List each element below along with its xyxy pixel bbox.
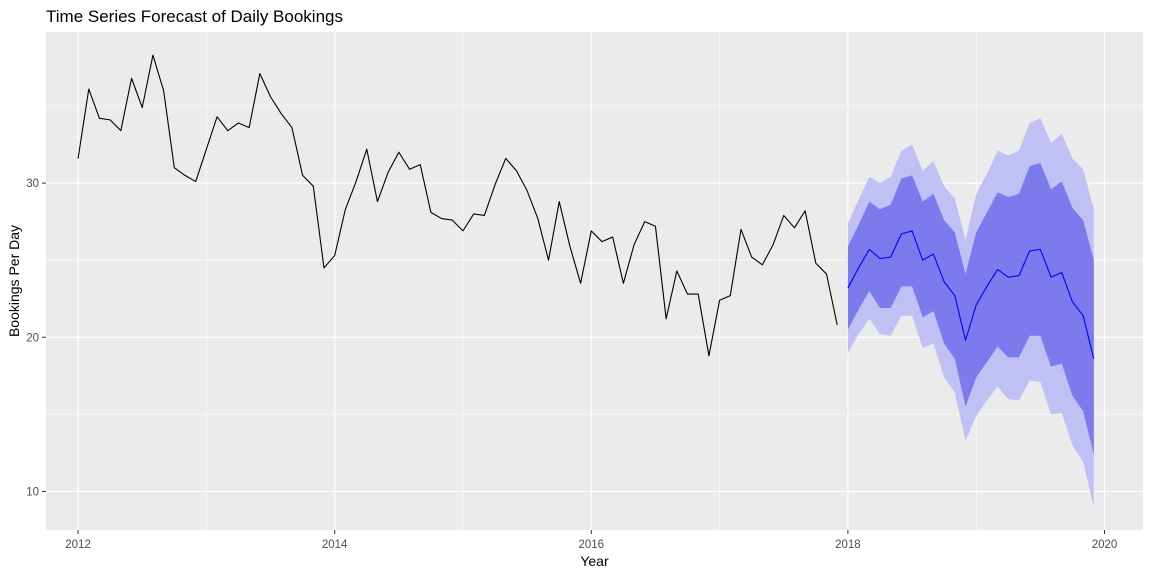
x-tick-label: 2020: [1092, 539, 1118, 551]
y-tick-label: 30: [26, 178, 39, 190]
prediction-intervals: [847, 118, 1094, 507]
y-tick-label: 10: [26, 486, 39, 498]
x-tick-label: 2014: [322, 539, 348, 551]
x-tick-label: 2012: [65, 539, 91, 551]
x-axis: 2012 2014 2016 2018 2020: [65, 530, 1117, 551]
y-axis-title: Bookings Per Day: [6, 225, 22, 337]
forecast-line: [847, 230, 1095, 359]
x-tick-label: 2018: [835, 539, 861, 551]
x-tick-label: 2016: [578, 539, 604, 551]
historical-line: [77, 54, 838, 357]
interval-80-band: [847, 163, 1094, 455]
y-tick-label: 20: [26, 332, 39, 344]
chart-title: Time Series Forecast of Daily Bookings: [46, 7, 343, 26]
x-axis-title: Year: [580, 553, 609, 569]
series-lines: [77, 54, 1095, 359]
y-axis: 10 20 30: [26, 178, 46, 498]
